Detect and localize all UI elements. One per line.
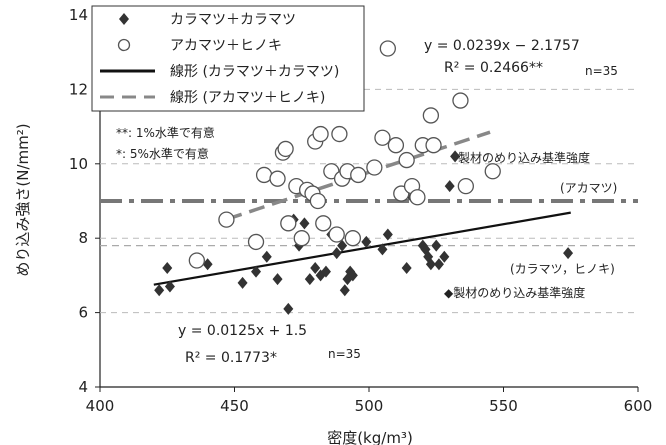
legend-label-trend-karamatsu: 線形 (カラマツ＋カラマツ) bbox=[170, 64, 339, 80]
point-circle-26 bbox=[387, 137, 405, 154]
point-diamond-32 bbox=[425, 258, 436, 271]
equation-karamatsu: y = 0.0125x + 1.5 bbox=[178, 323, 307, 339]
point-circle-2 bbox=[247, 233, 265, 251]
point-circle-21 bbox=[344, 230, 362, 247]
point-circle-25 bbox=[379, 40, 396, 57]
point-diamond-6 bbox=[251, 265, 262, 278]
legend-label-trend-akamatsu: 線形 (アカマツ＋ヒノキ) bbox=[170, 90, 325, 106]
point-circle-34 bbox=[452, 92, 469, 109]
point-diamond-37 bbox=[450, 150, 461, 163]
standard-label-upper: 製材のめり込み基準強度 bbox=[458, 150, 590, 165]
legend-circle-marker bbox=[117, 38, 131, 52]
legend-label-karamatsu: カラマツ＋カラマツ bbox=[170, 12, 296, 28]
r2-karamatsu: R² = 0.1773* bbox=[185, 350, 277, 366]
x-tick-label-500: 500 bbox=[355, 397, 384, 415]
point-diamond-1 bbox=[162, 261, 173, 274]
point-diamond-9 bbox=[283, 302, 294, 315]
point-circle-22 bbox=[350, 166, 367, 184]
trend-line-0 bbox=[153, 211, 571, 286]
point-circle-33 bbox=[425, 137, 442, 154]
point-diamond-7 bbox=[261, 250, 272, 263]
equation-akamatsu: y = 0.0239x − 2.1757 bbox=[424, 38, 580, 54]
x-tick-label-400: 400 bbox=[86, 397, 115, 415]
point-circle-18 bbox=[331, 125, 348, 143]
x-axis-label: 密度(kg/m³) bbox=[327, 429, 413, 445]
point-diamond-36 bbox=[444, 180, 455, 193]
point-diamond-8 bbox=[272, 273, 283, 286]
legend-diamond-marker bbox=[119, 13, 129, 25]
point-diamond-3 bbox=[202, 258, 213, 271]
y-tick-label-14: 14 bbox=[69, 6, 88, 24]
point-diamond-34 bbox=[433, 258, 444, 271]
point-diamond-27 bbox=[401, 261, 412, 274]
point-circle-0 bbox=[188, 252, 205, 269]
point-circle-9 bbox=[293, 230, 310, 247]
y-axis-label: めり込み強さ(N/mm²) bbox=[14, 123, 32, 276]
point-circle-30 bbox=[409, 189, 426, 206]
r2-akamatsu: R² = 0.2466** bbox=[444, 60, 543, 76]
point-diamond-16 bbox=[320, 265, 331, 278]
point-diamond-18 bbox=[331, 247, 342, 260]
significance-1pct: **: 1%水準で有意 bbox=[116, 125, 215, 140]
point-circle-24 bbox=[374, 129, 391, 146]
point-diamond-19 bbox=[337, 239, 348, 252]
point-diamond-35 bbox=[439, 250, 450, 263]
point-circle-4 bbox=[269, 170, 286, 187]
point-circle-28 bbox=[398, 151, 415, 169]
point-circle-6 bbox=[277, 140, 294, 158]
point-diamond-20 bbox=[339, 284, 350, 297]
point-circle-1 bbox=[218, 211, 235, 228]
ref-label-akamatsu: (アカマツ) bbox=[560, 181, 617, 195]
y-tick-label-4: 4 bbox=[78, 378, 88, 396]
legend-box bbox=[91, 5, 365, 112]
n-karamatsu: n=35 bbox=[328, 347, 361, 361]
point-circle-32 bbox=[422, 107, 440, 124]
point-diamond-23 bbox=[347, 269, 358, 282]
point-circle-7 bbox=[280, 215, 297, 232]
point-circle-14 bbox=[312, 125, 329, 143]
point-circle-36 bbox=[484, 163, 501, 180]
x-tick-label-550: 550 bbox=[489, 397, 518, 415]
y-tick-label-10: 10 bbox=[69, 155, 88, 173]
y-tick-label-6: 6 bbox=[78, 304, 88, 322]
legend-label-akamatsu: アカマツ＋ヒノキ bbox=[170, 38, 282, 54]
point-circle-13 bbox=[309, 192, 327, 210]
trend-line-1 bbox=[225, 130, 491, 221]
point-diamond-13 bbox=[304, 273, 315, 286]
significance-5pct: *: 5%水準で有意 bbox=[116, 146, 209, 161]
point-diamond-25 bbox=[377, 243, 388, 256]
x-tick-label-450: 450 bbox=[220, 397, 249, 415]
point-diamond-2 bbox=[164, 280, 175, 293]
point-circle-3 bbox=[255, 166, 273, 184]
point-diamond-14 bbox=[310, 261, 321, 274]
point-diamond-26 bbox=[382, 228, 393, 241]
point-circle-17 bbox=[328, 226, 345, 243]
point-diamond-24 bbox=[361, 235, 372, 248]
point-circle-23 bbox=[366, 159, 383, 176]
point-circle-15 bbox=[315, 215, 332, 232]
point-diamond-33 bbox=[431, 239, 442, 252]
x-tick-label-600: 600 bbox=[624, 397, 653, 415]
point-circle-35 bbox=[457, 177, 474, 195]
point-diamond-12 bbox=[299, 217, 310, 230]
n-akamatsu: n=35 bbox=[585, 64, 618, 78]
point-diamond-0 bbox=[154, 284, 165, 297]
point-diamond-5 bbox=[237, 276, 248, 289]
data-points bbox=[154, 40, 574, 315]
reference-lines bbox=[100, 199, 638, 247]
standard-label-lower: ◆製材のめり込み基準強度 bbox=[444, 285, 585, 300]
axis-ticks: 400 450 500 550 600 4 6 8 10 12 14 bbox=[69, 6, 652, 415]
trend-lines bbox=[153, 130, 571, 286]
y-tick-label-8: 8 bbox=[78, 229, 88, 247]
point-diamond-38 bbox=[563, 247, 574, 260]
legend: カラマツ＋カラマツ アカマツ＋ヒノキ 線形 (カラマツ＋カラマツ) 線形 (アカ… bbox=[91, 5, 365, 112]
ref-label-karamatsu-hinoki: (カラマツ，ヒノキ) bbox=[510, 262, 615, 276]
y-tick-label-12: 12 bbox=[69, 80, 88, 98]
